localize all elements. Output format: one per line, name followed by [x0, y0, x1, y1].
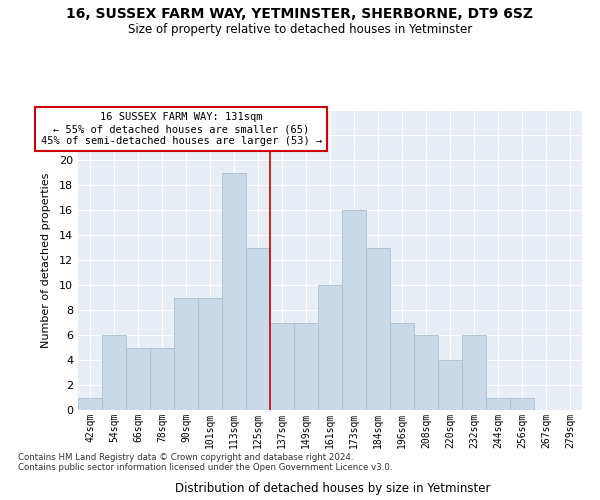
Bar	[438, 360, 462, 410]
Text: Contains HM Land Registry data © Crown copyright and database right 2024.: Contains HM Land Registry data © Crown c…	[18, 454, 353, 462]
Text: Size of property relative to detached houses in Yetminster: Size of property relative to detached ho…	[128, 22, 472, 36]
Bar	[174, 298, 198, 410]
Bar	[198, 298, 222, 410]
Bar	[366, 248, 390, 410]
Text: 16 SUSSEX FARM WAY: 131sqm
← 55% of detached houses are smaller (65)
45% of semi: 16 SUSSEX FARM WAY: 131sqm ← 55% of deta…	[41, 112, 322, 146]
Bar	[510, 398, 534, 410]
Text: 16, SUSSEX FARM WAY, YETMINSTER, SHERBORNE, DT9 6SZ: 16, SUSSEX FARM WAY, YETMINSTER, SHERBOR…	[67, 8, 533, 22]
Bar	[414, 335, 438, 410]
Bar	[246, 248, 270, 410]
Bar	[342, 210, 366, 410]
Bar	[102, 335, 126, 410]
Bar	[486, 398, 510, 410]
Bar	[462, 335, 486, 410]
Bar	[126, 348, 150, 410]
Text: Distribution of detached houses by size in Yetminster: Distribution of detached houses by size …	[175, 482, 491, 495]
Y-axis label: Number of detached properties: Number of detached properties	[41, 172, 50, 348]
Text: Contains public sector information licensed under the Open Government Licence v3: Contains public sector information licen…	[18, 464, 392, 472]
Bar	[150, 348, 174, 410]
Bar	[270, 322, 294, 410]
Bar	[294, 322, 318, 410]
Bar	[222, 172, 246, 410]
Bar	[390, 322, 414, 410]
Bar	[78, 398, 102, 410]
Bar	[318, 285, 342, 410]
